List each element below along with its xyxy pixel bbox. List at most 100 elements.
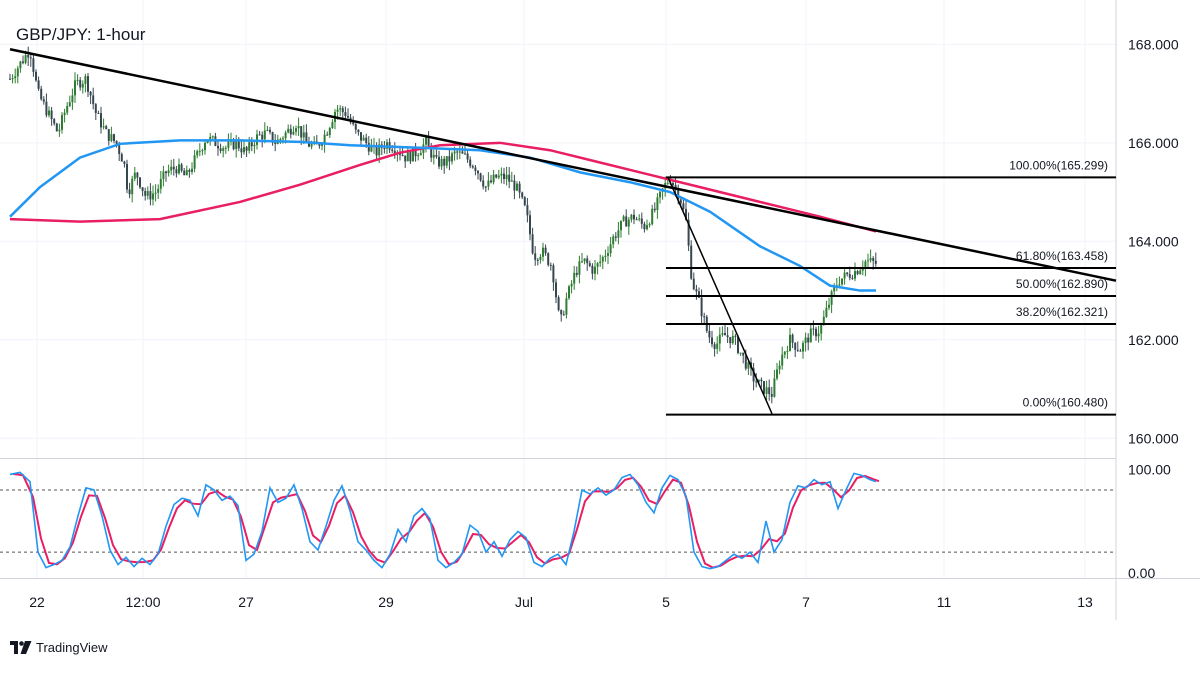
candle-body xyxy=(869,258,872,261)
candle-body xyxy=(700,297,703,317)
candle-body xyxy=(794,342,797,350)
candle-body xyxy=(726,335,729,338)
candle-body xyxy=(378,144,381,156)
candle-body xyxy=(180,164,183,171)
candle-body xyxy=(237,140,240,149)
candle-body xyxy=(461,151,464,154)
candle-body xyxy=(295,128,297,132)
candle-body xyxy=(471,166,474,168)
candle-body xyxy=(430,145,433,158)
candle-body xyxy=(341,108,344,113)
candle-body xyxy=(809,328,812,343)
candle-body xyxy=(66,105,69,113)
candle-body xyxy=(653,208,656,211)
candle-body xyxy=(321,144,323,146)
candle-body xyxy=(456,151,459,153)
tradingview-logo[interactable]: TradingView xyxy=(10,640,108,655)
candle-body xyxy=(874,260,877,264)
candle-body xyxy=(549,264,552,266)
candle-body xyxy=(139,177,141,188)
candle-body xyxy=(310,143,313,147)
candle-body xyxy=(583,258,586,262)
candle-body xyxy=(674,185,677,189)
candle-body xyxy=(128,189,131,195)
candle-body xyxy=(435,154,438,157)
fib-level-label: 100.00%(165.299) xyxy=(1009,158,1108,172)
candle-body xyxy=(698,291,700,298)
candle-body xyxy=(716,343,719,349)
candle-body xyxy=(427,137,430,146)
candle-body xyxy=(573,272,576,284)
candle-body xyxy=(305,132,308,143)
time-tick-label: Jul xyxy=(515,594,533,610)
candle-body xyxy=(250,142,253,147)
candle-body xyxy=(560,310,563,315)
candle-body xyxy=(451,153,453,162)
candle-body xyxy=(843,272,846,279)
candle-body xyxy=(575,272,578,275)
fib-level-label: 38.20%(162.321) xyxy=(1016,305,1108,319)
candle-body xyxy=(482,180,485,187)
candle-body xyxy=(562,314,565,316)
candle-body xyxy=(79,79,82,88)
candle-body xyxy=(401,154,404,156)
price-tick-label: 168.000 xyxy=(1128,36,1179,52)
candle-body xyxy=(627,219,630,227)
candle-body xyxy=(45,101,48,116)
candle-body xyxy=(635,219,638,221)
candle-body xyxy=(666,182,669,184)
candle-body xyxy=(404,155,407,162)
price-axis[interactable]: 168.000 166.000 164.000 162.000 160.000 100.0… xyxy=(1128,36,1179,580)
candle-body xyxy=(204,142,206,151)
candle-body xyxy=(302,132,305,138)
candle-body xyxy=(872,258,875,261)
candle-body xyxy=(474,167,477,171)
candle-body xyxy=(820,324,823,334)
candle-body xyxy=(747,362,750,369)
candle-body xyxy=(323,134,326,145)
candle-body xyxy=(414,148,417,157)
candle-body xyxy=(838,284,841,286)
candle-body xyxy=(292,131,295,135)
candle-body xyxy=(263,130,266,140)
candle-body xyxy=(822,316,825,325)
candle-body xyxy=(464,153,466,155)
candle-body xyxy=(588,263,591,266)
candle-body xyxy=(646,225,648,230)
time-axis[interactable]: 22 12:00 27 29 Jul 5 7 11 13 xyxy=(29,594,1093,610)
candle-body xyxy=(625,216,628,227)
candle-body xyxy=(469,159,472,167)
candle-body xyxy=(167,170,170,174)
candle-body xyxy=(141,187,144,192)
candle-body xyxy=(687,219,690,246)
candle-body xyxy=(731,335,734,344)
candle-body xyxy=(81,83,84,88)
candle-body xyxy=(861,268,864,271)
candle-body xyxy=(42,99,45,102)
candle-body xyxy=(643,223,646,230)
candle-body xyxy=(724,333,726,336)
candle-body xyxy=(406,152,409,162)
candle-body xyxy=(243,147,245,153)
candle-body xyxy=(802,343,804,352)
candle-body xyxy=(222,148,225,151)
candle-body xyxy=(490,180,492,183)
candle-body xyxy=(448,156,451,162)
candle-body xyxy=(136,172,139,178)
candle-body xyxy=(734,335,737,337)
candle-body xyxy=(261,134,264,140)
candle-body xyxy=(425,137,427,145)
candle-body xyxy=(516,183,518,191)
candle-body xyxy=(672,183,674,186)
time-tick-label: 12:00 xyxy=(125,594,160,610)
candle-body xyxy=(235,140,238,150)
candle-body xyxy=(529,215,531,235)
candle-body xyxy=(630,214,633,220)
candle-body xyxy=(783,351,786,355)
candle-body xyxy=(24,55,27,63)
candle-body xyxy=(848,274,851,278)
candle-body xyxy=(432,154,435,158)
candle-body xyxy=(391,149,394,151)
candle-body xyxy=(445,156,448,166)
